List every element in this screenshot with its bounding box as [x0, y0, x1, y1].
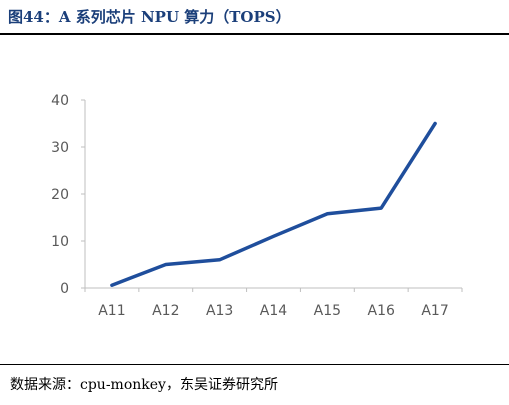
x-tick-label: A12: [152, 303, 179, 319]
figure-title: 图44：A 系列芯片 NPU 算力（TOPS）: [8, 8, 291, 26]
x-tick-label: A14: [260, 303, 287, 319]
y-tick-label: 20: [51, 187, 69, 203]
x-tick-label: A17: [421, 303, 448, 319]
top-rule: [0, 33, 509, 35]
bottom-rule: [0, 364, 509, 365]
x-tick-label: A13: [206, 303, 233, 319]
x-tick-label: A15: [314, 303, 341, 319]
y-tick-label: 40: [51, 93, 69, 109]
y-tick-label: 10: [51, 234, 69, 250]
series-line: [110, 121, 437, 287]
x-tick-label: A16: [368, 303, 395, 319]
source-note: 数据来源：cpu-monkey，东吴证券研究所: [10, 377, 278, 393]
x-tick-label: A11: [98, 303, 125, 319]
y-tick-label: 0: [60, 281, 69, 297]
y-tick-label: 30: [51, 140, 69, 156]
